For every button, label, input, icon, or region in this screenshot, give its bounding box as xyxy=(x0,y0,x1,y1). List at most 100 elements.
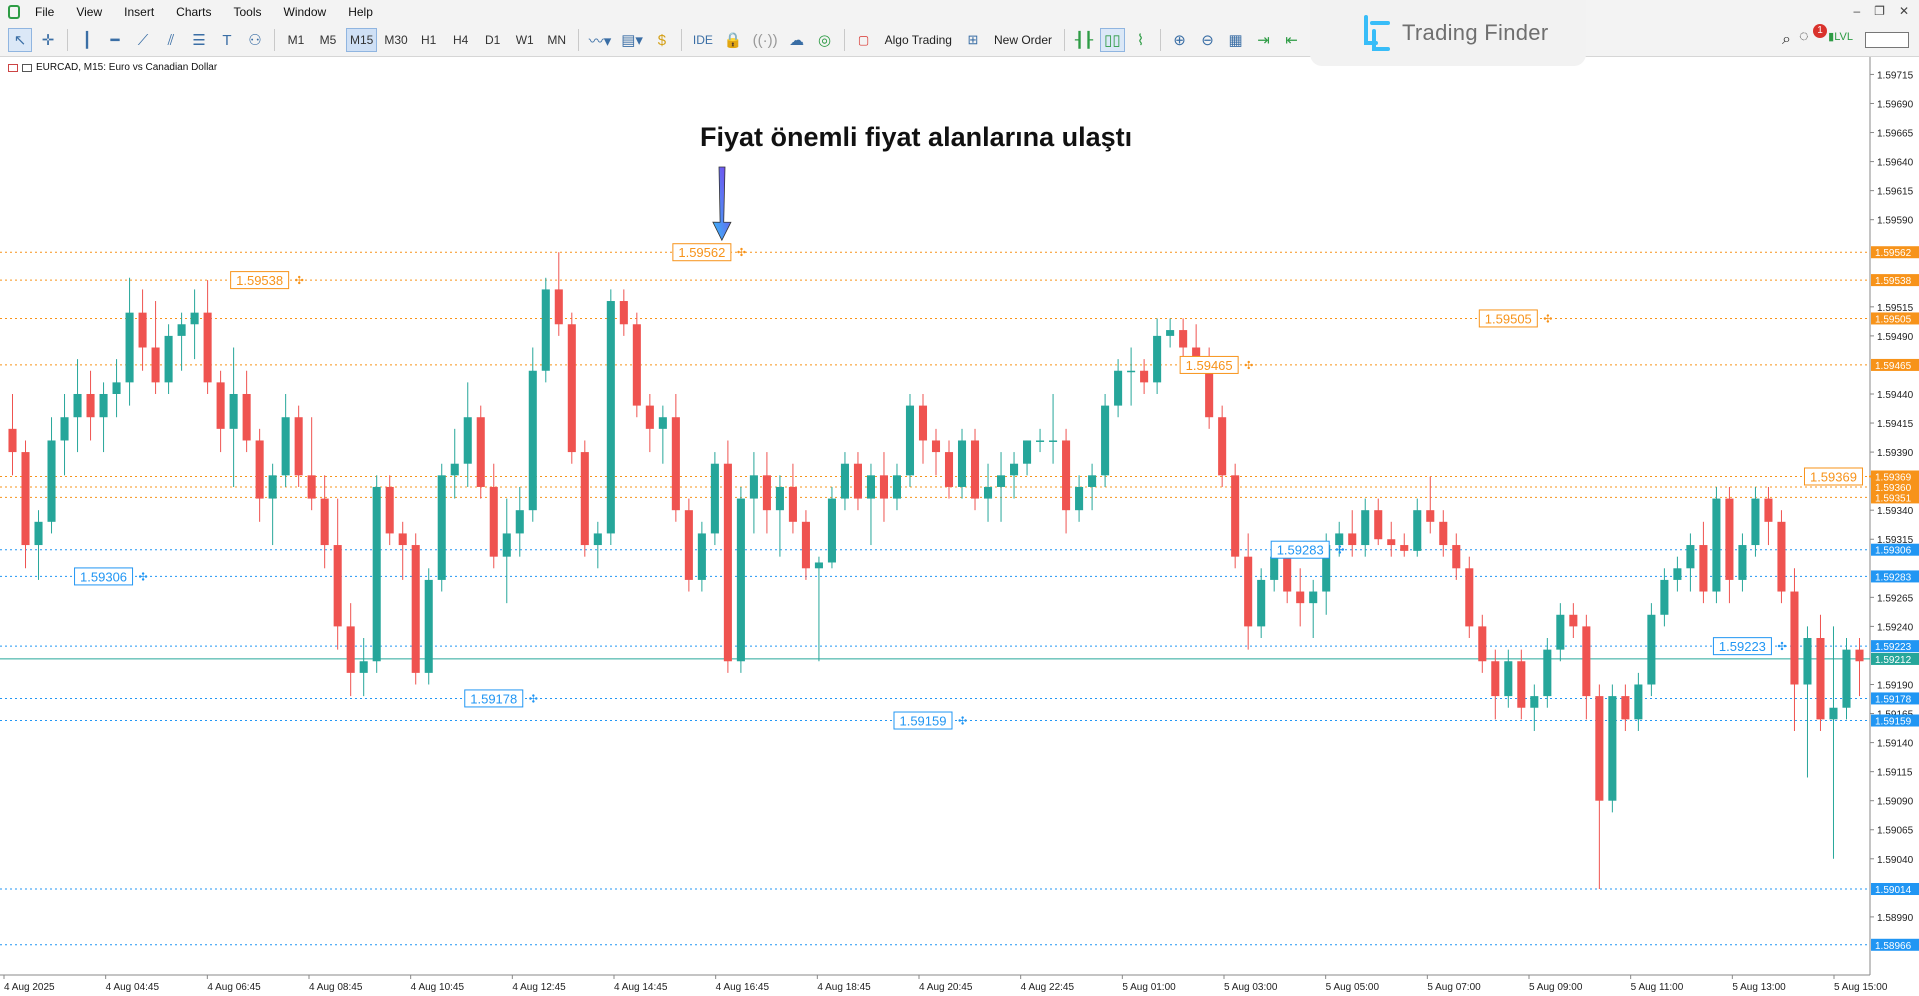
minimize-icon[interactable]: – xyxy=(1853,4,1861,18)
crosshair-icon[interactable]: ✛ xyxy=(41,32,55,49)
new-order-button[interactable]: New Order xyxy=(993,33,1052,47)
menu-window[interactable]: Window xyxy=(283,5,327,19)
candle-body xyxy=(1179,330,1188,348)
menu-insert[interactable]: Insert xyxy=(124,5,155,19)
candle-body xyxy=(983,486,993,499)
resistance-axis-badge-text: 1.59369 xyxy=(1875,472,1912,483)
vertical-line-icon[interactable]: ┃ xyxy=(82,32,92,49)
algo-trading-icon[interactable]: ▢ xyxy=(857,33,870,47)
zoom-in-icon[interactable]: ⊕ xyxy=(1173,32,1186,49)
candlestick-icon[interactable]: ▯▯ xyxy=(1100,28,1125,52)
candle-body xyxy=(1595,696,1604,801)
support-axis-badge-text: 1.59159 xyxy=(1875,717,1912,728)
support-label-box xyxy=(893,711,953,730)
indicators-icon[interactable]: 〰▾ xyxy=(588,32,612,50)
menu-tools[interactable]: Tools xyxy=(233,5,262,19)
price-tick-label: 1.59240 xyxy=(1877,622,1914,633)
chart-window[interactable]: 1.59562 ✣ 1.59538 ✣ 1.59505 ✣ 1.59465 ✣ 1.59369 ✣… xyxy=(0,57,1919,996)
channel-icon[interactable]: ⫽ xyxy=(167,31,175,49)
notifications-button[interactable]: ◌ 1 xyxy=(1799,24,1827,50)
timeframe-mn[interactable]: MN xyxy=(547,33,567,47)
candle-body xyxy=(1348,533,1357,546)
lock-icon[interactable]: 🔒 xyxy=(723,32,743,49)
menu-file[interactable]: File xyxy=(35,5,55,19)
close-icon[interactable]: ✕ xyxy=(1898,4,1909,18)
support-label-marker: ✣ xyxy=(1777,641,1786,653)
search-icon[interactable]: ⌕ xyxy=(1782,31,1791,48)
cloud-icon[interactable]: ☁ xyxy=(789,32,805,49)
candle-body xyxy=(905,405,915,476)
candle-body xyxy=(1192,347,1201,360)
candle-body xyxy=(1049,440,1058,442)
autoscroll-icon[interactable]: ⇥ xyxy=(1257,32,1270,49)
candle-body xyxy=(21,452,30,546)
candle-body xyxy=(1621,696,1630,720)
price-chart[interactable]: 1.59562 ✣ 1.59538 ✣ 1.59505 ✣ 1.59465 ✣ 1.59369 ✣… xyxy=(0,57,1919,996)
candle-body xyxy=(1816,638,1825,720)
price-tick-label: 1.59615 xyxy=(1877,187,1914,198)
candle-body xyxy=(60,417,69,441)
candle-body xyxy=(515,510,524,534)
fibonacci-icon[interactable]: ☰ xyxy=(192,32,206,49)
candle-body xyxy=(1374,510,1383,540)
time-tick-label: 5 Aug 09:00 xyxy=(1529,982,1583,993)
timeframe-h4[interactable]: H4 xyxy=(453,33,469,47)
menu-help[interactable]: Help xyxy=(348,5,373,19)
algo-trading-button[interactable]: Algo Trading xyxy=(884,33,952,47)
candle-body xyxy=(281,417,290,476)
support-label-marker: ✣ xyxy=(529,693,538,705)
price-axis: 1.59715 1.59690 1.59665 1.59640 1.59615 1.595… xyxy=(1870,70,1919,952)
candle-body xyxy=(931,440,941,453)
chart-type-icon xyxy=(8,63,18,72)
resistance-label-marker: ✣ xyxy=(1244,360,1253,372)
timeframe-m1[interactable]: M1 xyxy=(287,33,305,47)
text-tool-icon[interactable]: T xyxy=(222,31,232,49)
timeframe-m30[interactable]: M30 xyxy=(384,33,408,47)
cursor-icon[interactable]: ↖ xyxy=(8,28,32,52)
vps-icon[interactable]: ◎ xyxy=(818,32,832,49)
shapes-icon[interactable]: ⚇ xyxy=(248,32,262,49)
trendline-icon[interactable]: ⟋ xyxy=(137,31,149,49)
price-tick-label: 1.58990 xyxy=(1877,913,1914,924)
line-chart-icon[interactable]: ⌇ xyxy=(1136,32,1145,49)
chart-window-icon xyxy=(22,63,32,72)
dollar-icon[interactable]: $ xyxy=(657,31,667,49)
toolbar-separator xyxy=(274,29,275,51)
restore-icon[interactable]: ❐ xyxy=(1874,4,1885,18)
candle-body xyxy=(762,475,771,511)
signal-icon[interactable]: ((·)) xyxy=(752,31,778,49)
timeframe-d1[interactable]: D1 xyxy=(485,33,501,47)
price-tick-label: 1.59440 xyxy=(1877,390,1914,401)
timeframe-w1[interactable]: W1 xyxy=(515,33,534,47)
timeframe-m15[interactable]: M15 xyxy=(346,28,378,52)
price-tick-label: 1.59315 xyxy=(1877,535,1914,546)
timeframe-h1[interactable]: H1 xyxy=(421,33,437,47)
time-tick-label: 4 Aug 20:45 xyxy=(919,982,973,993)
candle-body xyxy=(411,545,420,673)
resistance-axis-badge xyxy=(1871,491,1919,504)
zoom-out-icon[interactable]: ⊖ xyxy=(1201,32,1214,49)
new-order-icon[interactable]: ⊞ xyxy=(967,32,979,47)
time-tick-label: 4 Aug 16:45 xyxy=(716,982,770,993)
chart-shift-icon[interactable]: ⇤ xyxy=(1285,32,1298,49)
annotation-arrow-shape xyxy=(712,166,732,242)
horizontal-line-icon[interactable]: ━ xyxy=(110,32,120,49)
candle-body xyxy=(476,417,485,487)
candle-body xyxy=(1764,498,1773,522)
candle-body xyxy=(203,312,212,383)
bar-chart-icon[interactable]: ┨┠ xyxy=(1075,32,1094,49)
templates-icon[interactable]: ▤▾ xyxy=(621,32,643,49)
ide-button[interactable]: IDE xyxy=(692,33,713,47)
candle-body xyxy=(1361,510,1370,546)
grid-icon[interactable]: ▦ xyxy=(1228,32,1243,49)
timeframe-m5[interactable]: M5 xyxy=(319,33,337,47)
candle-body xyxy=(1855,649,1864,662)
resistance-label-box xyxy=(672,243,732,262)
menu-charts[interactable]: Charts xyxy=(176,5,212,19)
candle-body xyxy=(1517,661,1526,708)
candle-body xyxy=(359,661,368,673)
candle-body xyxy=(1114,370,1123,406)
menu-view[interactable]: View xyxy=(76,5,103,19)
toggle-switch[interactable] xyxy=(1865,32,1909,48)
support-axis-badge xyxy=(1871,543,1919,556)
